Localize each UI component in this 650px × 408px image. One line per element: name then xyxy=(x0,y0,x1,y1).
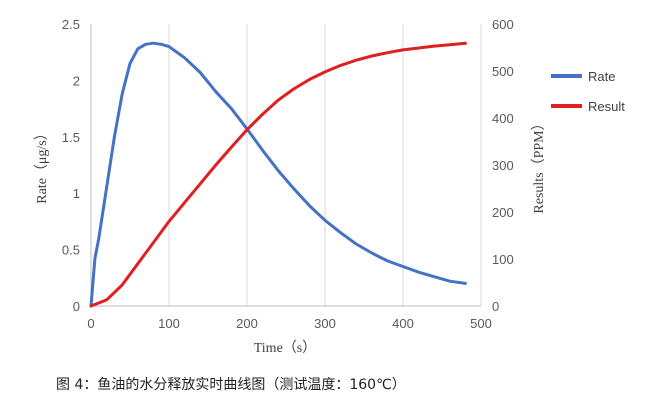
x-axis-title: Time（s） xyxy=(254,340,317,356)
left-y-tick-label: 2.5 xyxy=(62,17,80,32)
right-y-tick-label: 500 xyxy=(492,64,514,79)
series-line-rate xyxy=(89,41,467,308)
right-y-tick-label: 400 xyxy=(492,111,514,126)
left-y-tick-label: 2 xyxy=(73,73,80,88)
x-axis-ticks: 0 100 200 300 400 500 xyxy=(87,316,491,331)
right-y-tick-label: 0 xyxy=(492,299,499,314)
legend-label-rate: Rate xyxy=(588,69,615,84)
x-tick-label: 400 xyxy=(392,316,414,331)
right-y-tick-label: 100 xyxy=(492,252,514,267)
left-y-tick-label: 1.5 xyxy=(62,130,80,145)
left-y-axis-title: Rate（μg/s） xyxy=(34,126,50,204)
series-line-result xyxy=(89,41,467,308)
left-y-tick-label: 0.5 xyxy=(62,243,80,258)
left-y-tick-label: 1 xyxy=(73,186,80,201)
x-tick-label: 0 xyxy=(87,316,94,331)
right-y-axis-title: Results（PPM） xyxy=(531,116,547,213)
axes xyxy=(90,24,481,307)
x-tick-label: 200 xyxy=(236,316,258,331)
right-y-tick-label: 300 xyxy=(492,158,514,173)
series-lines xyxy=(89,41,467,308)
figure-caption: 图 4：鱼油的水分释放实时曲线图（测试温度：160℃） xyxy=(56,377,406,393)
legend: Rate Result xyxy=(551,69,625,114)
left-y-axis-ticks: 0 0.5 1 1.5 2 2.5 xyxy=(62,17,80,314)
right-y-tick-label: 600 xyxy=(492,17,514,32)
x-tick-label: 300 xyxy=(314,316,336,331)
right-y-axis-ticks: 0 100 200 300 400 500 600 xyxy=(492,17,514,314)
x-tick-label: 500 xyxy=(470,316,492,331)
right-y-tick-label: 200 xyxy=(492,205,514,220)
x-tick-label: 100 xyxy=(158,316,180,331)
legend-label-result: Result xyxy=(588,99,625,114)
left-y-tick-label: 0 xyxy=(73,299,80,314)
